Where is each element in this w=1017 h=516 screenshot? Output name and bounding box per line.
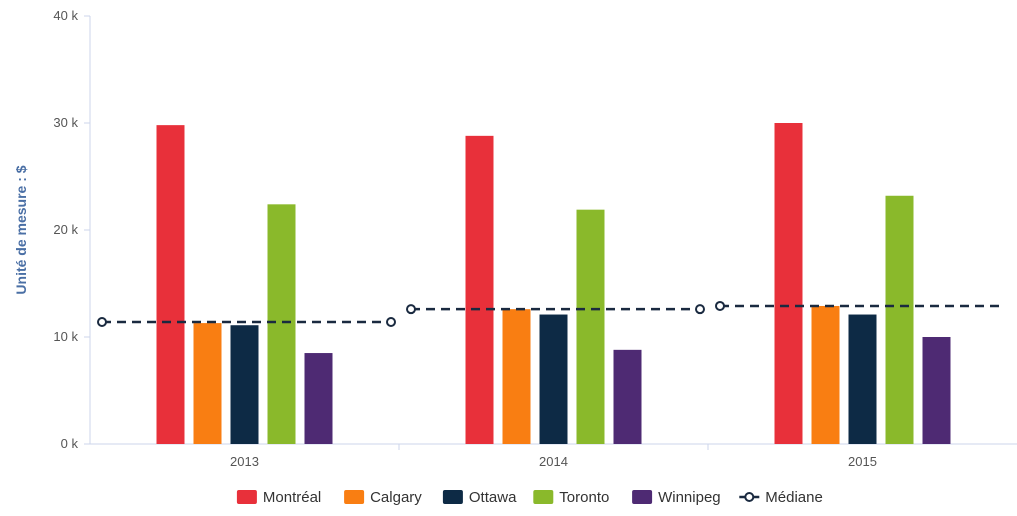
x-tick-label: 2015	[848, 454, 877, 469]
bar-winnipeg-2013	[304, 353, 333, 444]
bar-calgary-2015	[811, 305, 840, 444]
bar-winnipeg-2015	[922, 337, 951, 444]
x-tick-label: 2014	[539, 454, 568, 469]
x-tick-label: 2013	[230, 454, 259, 469]
bar-ottawa-2015	[848, 314, 877, 444]
legend-label-calgary: Calgary	[370, 489, 422, 506]
bar-winnipeg-2014	[613, 349, 642, 444]
bar-ottawa-2013	[230, 325, 259, 444]
legend-swatch-toronto	[533, 490, 554, 504]
y-tick-label: 0 k	[61, 436, 79, 451]
median-point	[406, 304, 416, 315]
bar-toronto-2015	[885, 195, 914, 444]
y-axis-label: Unité de mesure : $	[13, 165, 29, 294]
legend: Montréal Calgary Ottawa Toronto Winnipeg Médi…	[236, 489, 823, 506]
legend-marker-mediane	[744, 492, 755, 502]
bar-calgary-2014	[502, 309, 531, 444]
median-point	[386, 317, 396, 328]
y-tick-label: 40 k	[53, 8, 78, 23]
bar-calgary-2013	[193, 323, 222, 444]
legend-label-montral: Montréal	[263, 489, 321, 506]
y-tick-label: 30 k	[53, 115, 78, 130]
y-tick-label: 10 k	[53, 329, 78, 344]
median-series	[97, 300, 1003, 328]
bars	[156, 123, 951, 444]
y-tick-label: 20 k	[53, 222, 78, 237]
legend-label-winnipeg: Winnipeg	[658, 489, 721, 506]
bar-ottawa-2014	[539, 314, 568, 444]
median-point	[695, 304, 705, 315]
bar-montral-2014	[465, 135, 494, 444]
bar-montral-2013	[156, 125, 185, 444]
legend-label-mediane: Médiane	[765, 489, 823, 506]
legend-label-toronto: Toronto	[559, 489, 609, 506]
legend-swatch-montral	[236, 490, 257, 504]
legend-label-ottawa: Ottawa	[469, 489, 517, 506]
bar-toronto-2013	[267, 204, 296, 444]
bar-montral-2015	[774, 123, 803, 444]
median-point	[97, 317, 107, 328]
legend-swatch-ottawa	[442, 490, 463, 504]
legend-swatch-calgary	[344, 490, 365, 504]
median-point	[715, 300, 725, 311]
bar-toronto-2014	[576, 209, 605, 444]
legend-swatch-winnipeg	[632, 490, 653, 504]
